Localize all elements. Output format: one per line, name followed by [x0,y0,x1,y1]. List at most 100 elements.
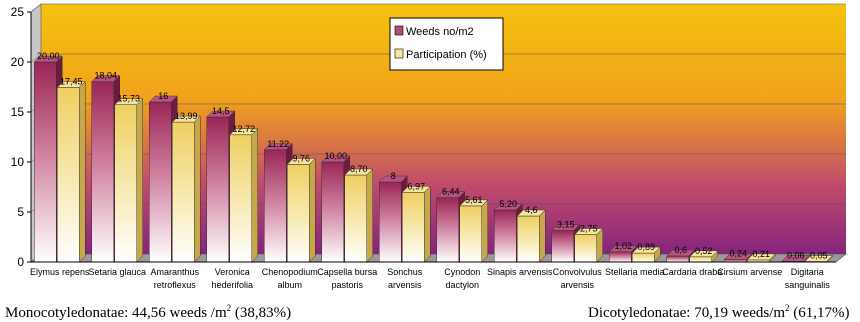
data-label-1-3: 12,72 [232,124,255,134]
category-label-0: Elymus repens [30,267,90,277]
category-label-1: Setaria glauca [88,267,146,277]
bar-side-1-3 [251,128,258,263]
caption-right-sup: 2 [785,303,790,313]
bar-side-1-1 [136,98,143,263]
gridline-diagonal [30,3,42,13]
data-label-0-2: 16 [158,91,168,101]
bar-side-1-7 [481,199,488,263]
bar-participation-1 [114,104,137,263]
category-label-6: Sonchus [387,267,423,277]
category-label-13: Digitaria [791,267,824,277]
bar-top-0-7 [436,191,466,198]
bar-top-1-4 [286,158,316,165]
data-label-1-1: 15,73 [117,94,140,104]
bars: 20,00 17,45 18,04 15,73 16 13,99 14,512,72 11,2… [33,51,834,263]
y-tick-label: 15 [11,105,25,119]
bar-weeds-1 [91,81,114,263]
bar-weeds-11 [666,255,689,263]
data-label-0-6: 8 [391,171,396,181]
data-label-0-5: 10,00 [324,151,347,161]
bar-weeds-8 [494,209,517,263]
data-label-0-10: 1,02 [614,241,632,251]
legend-swatch-1 [394,48,404,59]
data-label-1-5: 8,70 [350,164,368,174]
bar-weeds-7 [436,197,459,263]
data-label-0-8: 5,20 [499,199,517,209]
bar-participation-6 [402,192,425,263]
bar-participation-9 [574,234,597,263]
bar-top-1-2 [171,115,201,123]
data-label-1-4: 9,76 [292,153,310,163]
bar-weeds-9 [551,230,574,263]
category-label-4: Chenopodium [262,267,318,277]
bar-top-0-2 [148,95,178,103]
bar-top-0-0 [33,55,63,63]
bar-participation-7 [459,205,482,263]
data-label-0-13: 0,06 [787,250,805,260]
data-label-0-12: 0,24 [729,249,747,259]
category-label-7: dactylon [445,280,479,290]
bar-top-0-4 [263,143,293,151]
category-label-13: sanguinalis [785,280,831,290]
monocotyledonatae-caption: Monocotyledonatae: 44,56 weeds /m2 (38,8… [5,303,291,322]
bar-top-1-0 [56,81,86,88]
data-label-1-8: 4,6 [525,205,538,215]
category-label-4: album [277,280,302,290]
legend-label-1: Participation (%) [406,49,487,61]
category-label-3: Veronica [215,267,250,277]
data-label-1-7: 5,61 [465,195,483,205]
category-label-8: Sinapis arvensis [487,267,553,277]
bar-chart: 20,00 17,45 18,04 15,73 16 13,99 14,512,72 11,2… [11,3,847,290]
data-label-0-11: 0,6 [674,245,687,255]
category-label-10: Stellaria media [605,267,665,277]
bar-side-1-5 [366,168,373,263]
data-label-0-4: 11,22 [267,139,289,149]
bar-weeds-3 [206,116,229,263]
category-label-9: Convolvulus [553,267,603,277]
bar-top-0-1 [91,75,121,82]
data-label-0-7: 6,44 [442,187,460,197]
category-label-2: Amaranthus [150,267,199,277]
category-label-12: Cirsium arvense [717,267,782,277]
bar-top-0-10 [608,245,638,253]
bar-side-1-4 [309,157,316,263]
category-label-5: Capsella bursa [317,267,377,277]
bar-side-1-8 [539,209,546,263]
category-label-5: pastoris [331,280,363,290]
bar-top-0-3 [206,110,236,118]
data-label-1-0: 17,45 [60,77,83,87]
bar-top-1-8 [516,209,546,217]
bar-weeds-4 [264,149,287,263]
gridline-diagonal [30,53,42,63]
bar-top-0-12 [723,253,753,260]
bar-top-1-10 [631,246,661,254]
bar-top-0-9 [551,224,581,231]
bar-participation-2 [172,121,195,263]
bar-weeds-0 [34,61,57,263]
y-tick-label: 20 [11,55,25,69]
category-label-11: Cardaria draba [662,267,722,277]
legend-label-0: Weeds no/m2 [406,26,474,38]
y-tick-label: 25 [11,5,25,19]
bar-top-1-9 [574,228,604,235]
bar-top-1-6 [401,186,431,193]
legend: Weeds no/m2 Participation (%) [389,17,504,71]
bar-top-1-3 [229,128,259,136]
bar-top-0-5 [321,155,351,163]
data-label-1-2: 13,99 [175,111,198,121]
caption-left-sup: 2 [226,303,232,313]
bar-participation-8 [517,215,540,263]
y-tick-label: 0 [17,255,24,269]
data-label-0-3: 14,5 [212,106,230,116]
bar-top-1-5 [344,168,374,176]
caption-right-text: Dicotyledonatae: 70,19 weeds/m [588,305,786,321]
data-label-0-9: 3,15 [557,220,575,230]
bar-participation-0 [57,87,80,263]
legend-box [389,17,504,71]
data-label-1-13: 0,05 [810,251,828,261]
dicotyledonatae-caption: Dicotyledonatae: 70,19 weeds/m2 (61,17%) [588,303,850,322]
legend-swatch-0 [394,25,404,36]
bar-weeds-2 [149,101,172,263]
category-label-3: hederifolia [211,280,253,290]
bar-top-1-7 [459,199,489,207]
